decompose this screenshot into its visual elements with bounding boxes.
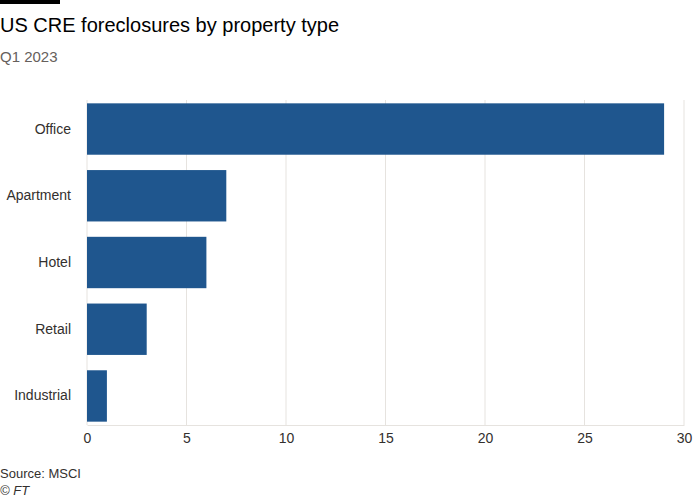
credit: © FT (0, 483, 30, 498)
brand-bar (0, 0, 60, 4)
x-tick: 5 (183, 425, 191, 446)
y-tick-label: Apartment (6, 187, 71, 203)
x-tick: 10 (279, 425, 295, 446)
x-tick-label: 0 (84, 430, 92, 446)
chart: US CRE foreclosures by property type Q1 2… (0, 0, 700, 500)
y-tick-label: Retail (35, 321, 71, 337)
y-tick: Industrial (14, 387, 87, 403)
grid (87, 100, 684, 425)
bar (87, 370, 107, 421)
y-tick-label: Office (35, 121, 72, 137)
bar (87, 103, 664, 154)
x-tick-label: 10 (279, 430, 295, 446)
x-axis: 0 5 10 15 20 25 30 (84, 425, 693, 446)
y-tick-label: Industrial (14, 387, 71, 403)
bars (87, 103, 664, 421)
x-tick: 0 (84, 425, 92, 446)
y-tick: Office (35, 121, 87, 137)
y-tick: Retail (35, 321, 87, 337)
y-tick-label: Hotel (38, 254, 71, 270)
bar (87, 170, 226, 221)
x-tick-label: 15 (378, 430, 394, 446)
source: Source: MSCI (0, 466, 81, 481)
x-tick-label: 30 (677, 430, 693, 446)
title: US CRE foreclosures by property type (0, 14, 339, 36)
x-tick-label: 25 (577, 430, 593, 446)
x-tick: 30 (677, 425, 693, 446)
subtitle: Q1 2023 (0, 48, 58, 65)
x-tick-label: 20 (478, 430, 494, 446)
x-tick: 15 (378, 425, 394, 446)
x-axis-line (88, 425, 685, 426)
x-tick-label: 5 (183, 430, 191, 446)
x-tick: 20 (478, 425, 494, 446)
x-tick: 25 (577, 425, 593, 446)
y-tick: Hotel (38, 254, 87, 270)
y-axis: Office Apartment Hotel Retail Industrial (6, 121, 87, 404)
y-tick: Apartment (6, 187, 87, 203)
bar (87, 237, 206, 288)
grid-line (684, 100, 685, 425)
bar (87, 304, 147, 355)
